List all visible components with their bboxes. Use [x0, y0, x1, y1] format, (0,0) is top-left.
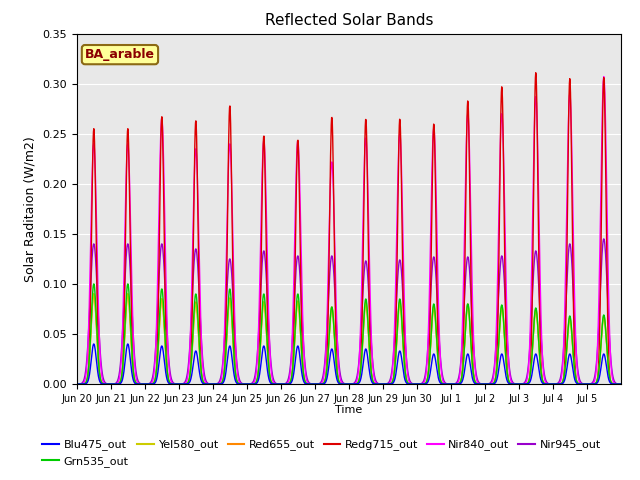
Y-axis label: Solar Raditaion (W/m2): Solar Raditaion (W/m2) [24, 136, 36, 282]
X-axis label: Time: Time [335, 405, 362, 415]
Legend: Blu475_out, Grn535_out, Yel580_out, Red655_out, Redg715_out, Nir840_out, Nir945_: Blu475_out, Grn535_out, Yel580_out, Red6… [38, 435, 605, 471]
Title: Reflected Solar Bands: Reflected Solar Bands [264, 13, 433, 28]
Text: BA_arable: BA_arable [85, 48, 155, 61]
